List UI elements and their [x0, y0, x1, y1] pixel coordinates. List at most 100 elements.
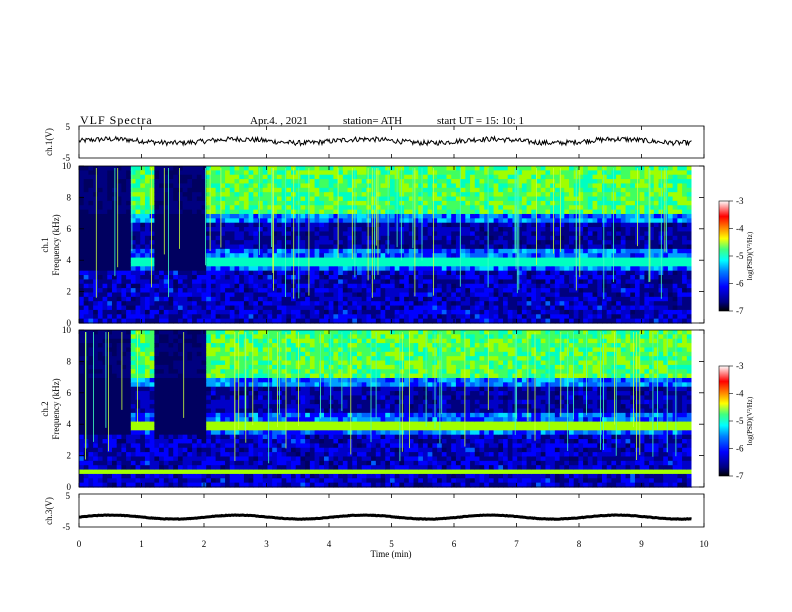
spectrogram-cell: [173, 309, 179, 315]
spectrogram-cell: [446, 301, 452, 307]
spectrogram-cell: [319, 187, 325, 193]
spectrogram-cell: [88, 478, 94, 484]
spectrogram-cell: [267, 253, 273, 259]
spectrogram-cell: [281, 209, 287, 215]
spectrogram-cell: [545, 318, 551, 324]
spectrogram-cell: [550, 170, 556, 176]
spectrogram-cell: [83, 460, 90, 466]
spectrogram-cell: [625, 314, 631, 320]
spectrogram-cell: [455, 309, 462, 315]
spectrogram-cell: [625, 231, 631, 237]
spectrogram-cell: [144, 166, 151, 171]
spectrogram-cell: [253, 174, 259, 180]
spectrogram-cell: [192, 288, 198, 294]
spectrogram-cell: [342, 248, 349, 254]
spectrogram-cell: [126, 257, 132, 263]
spectrogram-cell: [314, 248, 320, 254]
spectrogram-cell: [526, 270, 532, 276]
spectrogram-cell: [267, 213, 273, 219]
spectrogram-cell: [644, 183, 650, 189]
spectrogram-cell: [559, 257, 565, 263]
spectrogram-cell: [225, 240, 231, 246]
spectrogram-cell: [88, 209, 94, 215]
spectrogram-cell: [488, 283, 495, 289]
spectrogram-cell: [663, 244, 669, 250]
spectrogram-cell: [634, 292, 641, 298]
spectrogram-cell: [107, 166, 113, 171]
spectrogram-cell: [121, 270, 127, 276]
spectrogram-cell: [672, 192, 678, 198]
spectrogram-cell: [262, 275, 269, 280]
spectrogram-cell: [569, 231, 575, 237]
spectrogram-cell: [107, 240, 113, 246]
spectrogram-cell: [432, 205, 438, 211]
spectrogram-cell: [408, 170, 415, 176]
spectrogram-cell: [121, 196, 127, 202]
spectrogram-cell: [111, 314, 118, 320]
spectrogram-cell: [361, 257, 367, 263]
spectrogram-cell: [667, 261, 674, 267]
spectrogram-cell: [324, 301, 330, 307]
spectrogram-cell: [371, 200, 377, 206]
spectrogram-cell: [187, 170, 193, 176]
spectrogram-cell: [597, 196, 603, 202]
spectrogram-cell: [399, 205, 405, 211]
spectrogram-cell: [389, 270, 396, 276]
spectrogram-cell: [182, 305, 188, 311]
spectrogram-cell: [305, 314, 311, 320]
spectrogram-cell: [281, 166, 287, 171]
spectrogram-cell: [531, 213, 537, 219]
spectrogram-cell: [83, 473, 90, 479]
spectrogram-cell: [107, 430, 113, 436]
spectrogram-cell: [342, 261, 349, 267]
spectrogram-cell: [281, 200, 287, 206]
spectrogram-cell: [418, 192, 424, 198]
spectrogram-cell: [380, 301, 386, 307]
spectrogram-cell: [389, 192, 396, 198]
spectrogram-cell: [380, 166, 386, 171]
spectrogram-cell: [356, 270, 363, 276]
spectrogram-cell: [630, 266, 636, 272]
spectrogram-cell: [248, 179, 254, 185]
spectrogram-cell: [503, 305, 509, 311]
spectrogram-cell: [630, 244, 636, 250]
spectrogram-cell: [276, 222, 283, 228]
spectrogram-cell: [328, 179, 335, 185]
spectrogram-cell: [460, 240, 466, 246]
spectrogram-cell: [686, 200, 693, 206]
spectrogram-cell: [488, 192, 495, 198]
spectrogram-cell: [663, 222, 669, 228]
spectrogram-cell: [258, 235, 264, 241]
spectrogram-cell: [314, 257, 320, 263]
spectrogram-cell: [83, 288, 90, 294]
spectrogram-cell: [229, 288, 236, 294]
spectrogram-cell: [418, 283, 424, 289]
spectrogram-cell: [144, 309, 151, 315]
spectrogram-cell: [422, 235, 429, 241]
spectrogram-cell: [206, 235, 212, 241]
spectrogram-cell: [517, 296, 523, 302]
spectrogram-cell: [493, 296, 499, 302]
spectrogram-cell: [253, 292, 259, 298]
spectrogram-cell: [107, 443, 113, 449]
spectrogram-cell: [116, 227, 122, 233]
spectrogram-cell: [432, 227, 438, 233]
spectrogram-cell: [380, 183, 386, 189]
spectrogram-cell: [432, 261, 438, 267]
spectrogram-cell: [116, 240, 122, 246]
spectrogram-cell: [413, 209, 419, 215]
spectrogram-cell: [437, 235, 443, 241]
spectrogram-cell: [347, 318, 353, 324]
spectrogram-cell: [201, 279, 207, 285]
spectrogram-cell: [276, 231, 283, 237]
spectrogram-cell: [201, 275, 207, 280]
spectrogram-cell: [177, 301, 184, 307]
spectrogram-cell: [97, 373, 104, 379]
spectrogram-cell: [144, 301, 151, 307]
spectrogram-cell: [107, 209, 113, 215]
spectrogram-cell: [587, 244, 594, 250]
spectrogram-cell: [97, 439, 104, 444]
spectrogram-cell: [121, 209, 127, 215]
spectrogram-cell: [309, 183, 316, 189]
spectrogram-cell: [300, 305, 306, 311]
